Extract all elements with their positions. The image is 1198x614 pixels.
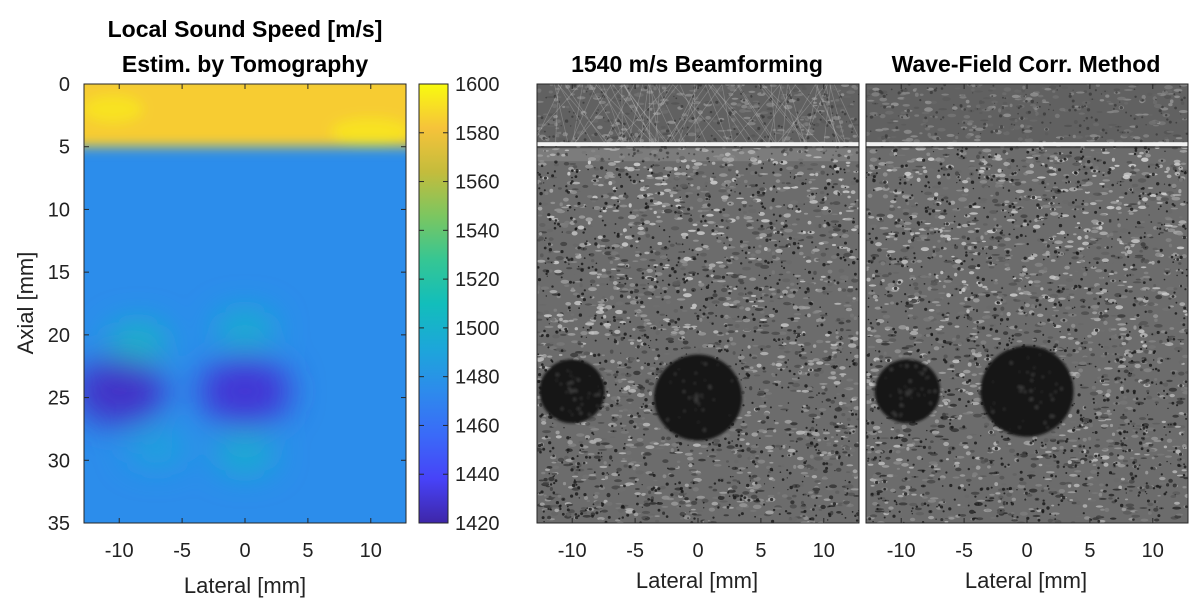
y-tick-label: 10 <box>48 199 70 221</box>
bmode-image-1540 <box>537 84 859 523</box>
y-tick-label: 15 <box>48 262 70 284</box>
colorbar-tick-label: 1520 <box>455 269 500 291</box>
x-tick-label: 5 <box>302 540 313 562</box>
speed-blob-2 <box>199 357 291 426</box>
colorbar-tick-label: 1600 <box>455 74 500 96</box>
speed-blob-4 <box>215 310 275 347</box>
speed-blob-1 <box>84 357 166 426</box>
speed-blob-6 <box>126 429 187 466</box>
x-tick-label: 10 <box>813 540 835 562</box>
colorbar-tick-label: 1420 <box>455 513 500 535</box>
panel2-x-ticks: -10 -5 0 5 10 <box>558 84 835 562</box>
panel3-xlabel: Lateral [mm] <box>965 568 1087 593</box>
near-field-layer <box>537 84 859 143</box>
colorbar-tick-label: 1540 <box>455 220 500 242</box>
y-tick-label: 25 <box>48 388 70 410</box>
colorbar-tick-label: 1580 <box>455 123 500 145</box>
interface-line <box>866 142 1188 147</box>
cyst-0 <box>874 359 941 424</box>
bmode-structures <box>866 84 1188 437</box>
x-tick-label: -5 <box>955 540 973 562</box>
bmode-structures <box>537 84 859 441</box>
x-tick-label: 5 <box>755 540 766 562</box>
x-tick-label: -5 <box>626 540 644 562</box>
x-tick-label: -5 <box>173 540 191 562</box>
x-tick-label: -10 <box>558 540 587 562</box>
x-tick-label: 10 <box>360 540 382 562</box>
panel2-xlabel: Lateral [mm] <box>636 568 758 593</box>
colorbar-tick-label: 1560 <box>455 172 500 194</box>
sound-speed-map <box>84 84 406 523</box>
cyst-0 <box>539 359 605 424</box>
speed-blob-3 <box>108 323 169 360</box>
panel3-title: Wave-Field Corr. Method <box>892 51 1161 77</box>
speed-blob-5 <box>215 436 275 473</box>
panel1-y-ticks: 0 5 10 15 20 25 30 35 <box>48 74 406 535</box>
panel3-x-ticks: -10 -5 0 5 10 <box>887 84 1164 562</box>
panel1-title-line2: Estim. by Tomography <box>122 51 368 77</box>
clutter-band <box>537 147 859 162</box>
x-tick-label: 0 <box>1021 540 1032 562</box>
cyst-1 <box>653 354 743 441</box>
x-tick-label: 10 <box>1142 540 1164 562</box>
colorbar-frame <box>418 83 449 524</box>
y-tick-label: 5 <box>59 137 70 159</box>
colorbar-tick-label: 1440 <box>455 464 500 486</box>
colorbar-tick-label: 1480 <box>455 367 500 389</box>
y-tick-label: 30 <box>48 450 70 472</box>
map-features <box>84 310 291 473</box>
x-tick-label: -10 <box>105 540 134 562</box>
panel2-title: 1540 m/s Beamforming <box>571 51 823 77</box>
panel-wavefield: Wave-Field Corr. Method -10 -5 0 5 10 Latera… <box>865 51 1189 593</box>
x-tick-label: 0 <box>239 540 250 562</box>
panel-beamforming: 1540 m/s Beamforming -10 -5 0 5 10 Lateral [… <box>536 51 860 593</box>
cyst-1 <box>980 345 1074 437</box>
x-tick-label: 5 <box>1084 540 1095 562</box>
bmode-image-wavefield <box>866 84 1188 523</box>
interface-line <box>537 142 859 147</box>
x-tick-label: -10 <box>887 540 916 562</box>
x-tick-label: 0 <box>692 540 703 562</box>
panel1-x-ticks: -10 -5 0 5 10 <box>105 84 382 562</box>
top-layer-hotspot <box>330 117 406 146</box>
near-field-layer <box>866 84 1188 143</box>
colorbar-tick-label: 1460 <box>455 415 500 437</box>
y-tick-label: 35 <box>48 513 70 535</box>
y-tick-label: 0 <box>59 74 70 96</box>
y-tick-label: 20 <box>48 325 70 347</box>
top-layer-hotspot <box>84 95 143 124</box>
panel-sound-speed: Local Sound Speed [m/s] Estim. by Tomogr… <box>13 16 500 598</box>
panel1-title-line1: Local Sound Speed [m/s] <box>108 16 383 42</box>
colorbar-tick-label: 1500 <box>455 318 500 340</box>
colorbar <box>419 84 448 523</box>
map-top-layer <box>84 84 406 147</box>
colorbar-ticks: 1600 1580 1560 1540 1520 1500 1480 1460 1440 1420 <box>419 74 500 535</box>
panel1-ylabel: Axial [mm] <box>13 252 38 355</box>
panel1-xlabel: Lateral [mm] <box>184 573 306 598</box>
